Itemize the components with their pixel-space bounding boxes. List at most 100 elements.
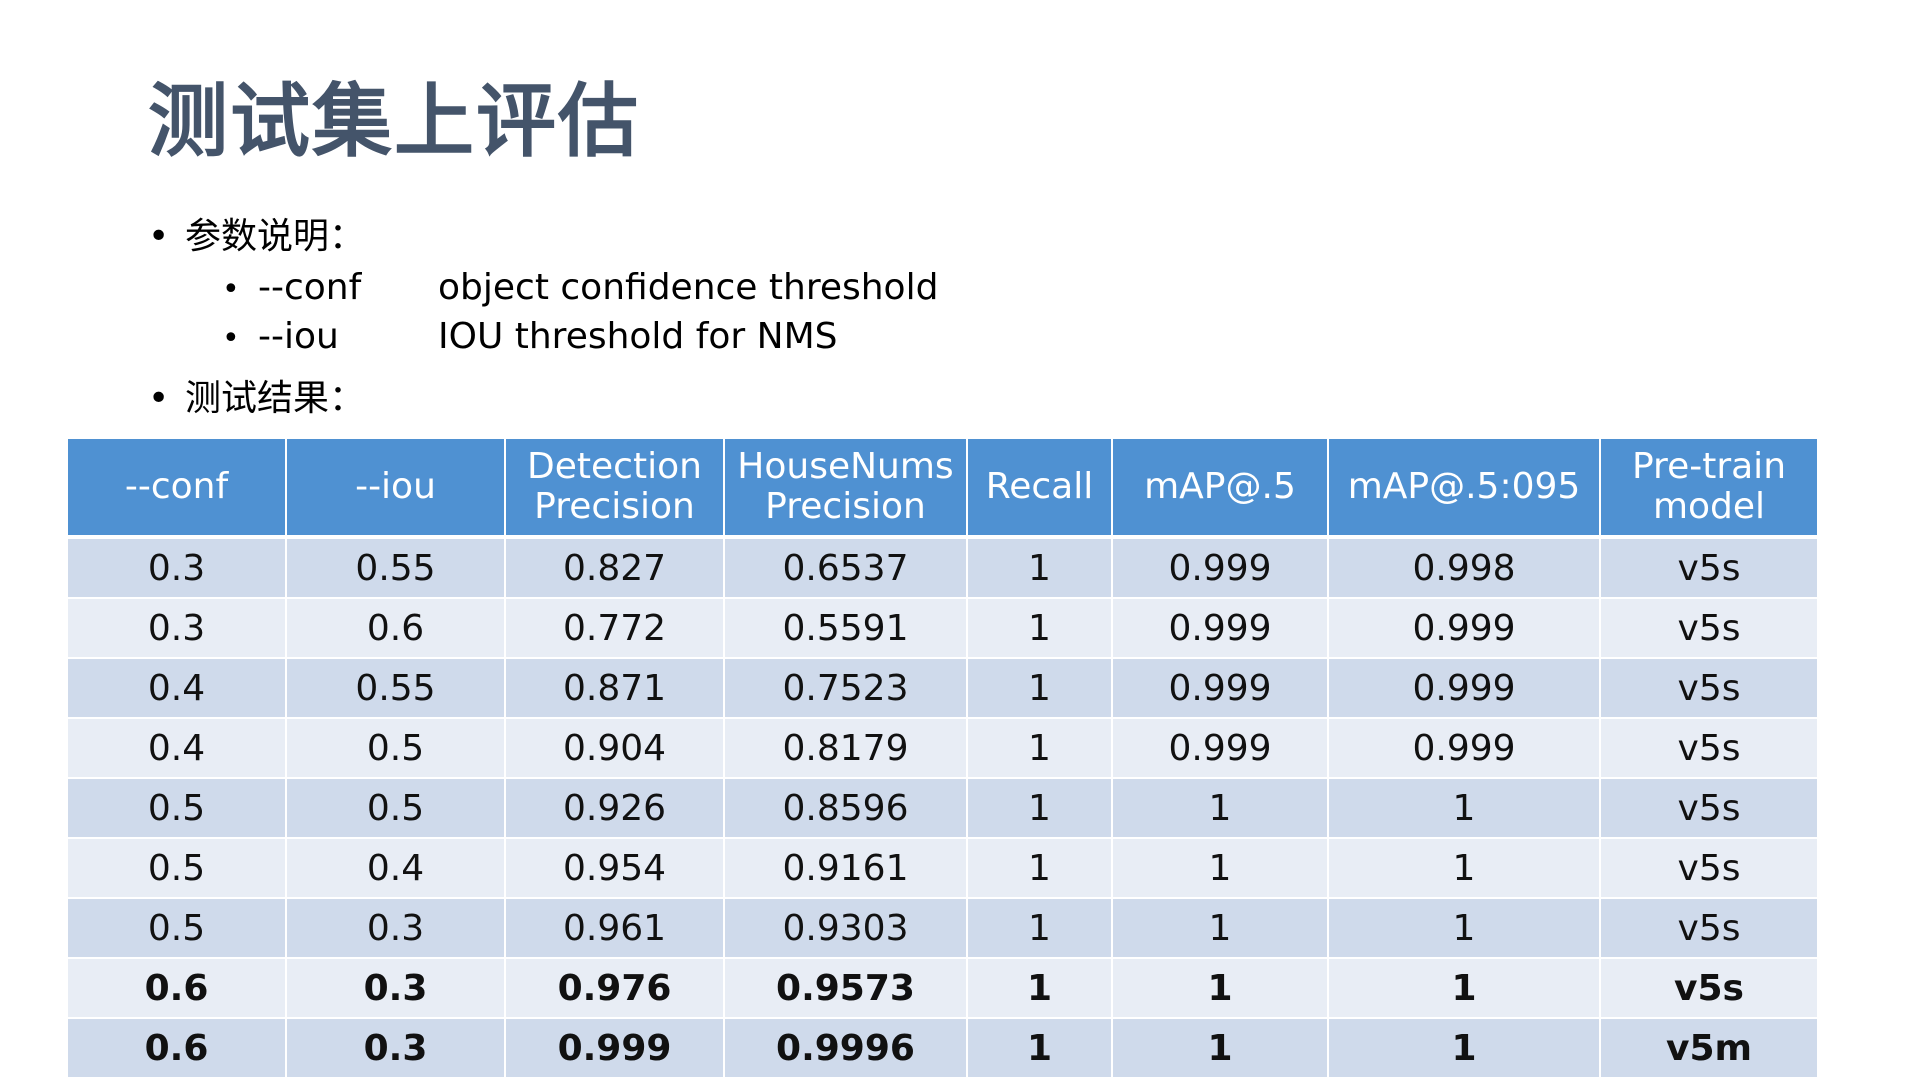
param-item-iou: • --iou IOU threshold for NMS — [222, 319, 838, 355]
table-cell: 0.3 — [285, 1017, 506, 1079]
column-header-text: --iou — [355, 466, 436, 508]
table-cell: 0.904 — [504, 717, 725, 779]
table-cell: 1 — [1327, 1017, 1601, 1079]
table-cell: 0.4 — [66, 657, 287, 719]
table-cell: 1 — [966, 837, 1113, 899]
column-header: Recall — [966, 437, 1113, 539]
column-header: mAP@.5 — [1111, 437, 1329, 539]
table-row: 0.4 0.5 0.904 0.8179 1 0.999 0.999 v5s — [66, 717, 1819, 779]
table-row: 0.5 0.4 0.954 0.9161 1 1 1 v5s — [66, 837, 1819, 899]
table-cell: 0.5 — [285, 717, 506, 779]
table-cell: v5s — [1599, 957, 1819, 1019]
table-cell: 0.55 — [285, 657, 506, 719]
table-cell: 0.55 — [285, 536, 506, 599]
table-cell: 0.5 — [285, 777, 506, 839]
table-cell: 1 — [1111, 777, 1329, 839]
table-cell: 1 — [1327, 957, 1601, 1019]
column-header: Pre-train model — [1599, 437, 1819, 539]
table-cell: v5m — [1599, 1017, 1819, 1079]
param-name: --iou — [258, 316, 339, 357]
column-header-text: Detection — [527, 446, 702, 488]
table-body: 0.3 0.55 0.827 0.6537 1 0.999 0.998 v5s 0.3 0.6 0.… — [66, 536, 1819, 1079]
table-cell: 1 — [1111, 897, 1329, 959]
table-row: 0.5 0.3 0.961 0.9303 1 1 1 v5s — [66, 897, 1819, 959]
column-header-text: model — [1652, 486, 1766, 527]
bullet-params: • 参数说明： — [148, 219, 365, 255]
table-cell: 0.961 — [504, 897, 725, 959]
table-cell: 0.3 — [66, 597, 287, 659]
column-header-text: Precision — [534, 486, 695, 527]
table-cell: 0.999 — [1327, 657, 1601, 719]
table-cell: 0.6537 — [723, 536, 968, 599]
table-cell: 0.5 — [66, 897, 287, 959]
table-cell: 1 — [1111, 837, 1329, 899]
column-header-text: mAP@.5:095 — [1347, 466, 1581, 508]
table-row: 0.3 0.6 0.772 0.5591 1 0.999 0.999 v5s — [66, 597, 1819, 659]
table-cell: 1 — [966, 657, 1113, 719]
table-cell: 0.5591 — [723, 597, 968, 659]
table-cell: 0.999 — [1327, 717, 1601, 779]
table-cell: 0.7523 — [723, 657, 968, 719]
column-header-text: mAP@.5 — [1144, 466, 1296, 508]
table-cell: 1 — [1111, 1017, 1329, 1079]
table-cell: 1 — [1327, 837, 1601, 899]
table-cell: 0.9161 — [723, 837, 968, 899]
bullet-results: • 测试结果： — [148, 381, 365, 417]
column-header: mAP@.5:095 — [1327, 437, 1601, 539]
table-cell: 0.9303 — [723, 897, 968, 959]
column-header-text: HouseNums — [737, 446, 954, 488]
table-cell: 0.8596 — [723, 777, 968, 839]
table-cell: v5s — [1599, 536, 1819, 599]
table-cell: 0.3 — [285, 897, 506, 959]
column-header-text: Pre-train — [1631, 446, 1787, 488]
param-desc: object confidence threshold — [438, 267, 939, 308]
bullet-dot: • — [222, 321, 240, 356]
bullet-dot: • — [148, 378, 170, 419]
table-row: 0.5 0.5 0.926 0.8596 1 1 1 v5s — [66, 777, 1819, 839]
table-cell: 1 — [966, 777, 1113, 839]
table-cell: v5s — [1599, 837, 1819, 899]
table-cell: 0.3 — [66, 536, 287, 599]
table-cell: 0.999 — [1327, 597, 1601, 659]
table-cell: 1 — [966, 897, 1113, 959]
column-header-text: Precision — [765, 486, 926, 527]
table-cell: 0.998 — [1327, 536, 1601, 599]
table-cell: 0.871 — [504, 657, 725, 719]
table-cell: 1 — [966, 717, 1113, 779]
table-cell: 0.6 — [285, 597, 506, 659]
table-cell: 0.772 — [504, 597, 725, 659]
column-header: Detection Precision — [504, 437, 725, 539]
table-cell: 1 — [1327, 777, 1601, 839]
table-cell: 0.999 — [504, 1017, 725, 1079]
table-row: 0.6 0.3 0.999 0.9996 1 1 1 v5m — [66, 1017, 1819, 1079]
column-header: --iou — [285, 437, 506, 539]
bullet-dot: • — [148, 216, 170, 257]
table-cell: 0.976 — [504, 957, 725, 1019]
table-cell: 0.5 — [66, 777, 287, 839]
table-cell: v5s — [1599, 717, 1819, 779]
slide-title: 测试集上评估 — [148, 75, 640, 168]
table-cell: 0.6 — [66, 1017, 287, 1079]
table-cell: 0.999 — [1111, 536, 1329, 599]
table-cell: v5s — [1599, 897, 1819, 959]
table-cell: 0.954 — [504, 837, 725, 899]
table-cell: 0.999 — [1111, 717, 1329, 779]
table-cell: 0.4 — [285, 837, 506, 899]
table-row: 0.4 0.55 0.871 0.7523 1 0.999 0.999 v5s — [66, 657, 1819, 719]
column-header-text: Recall — [985, 466, 1094, 508]
column-header: HouseNums Precision — [723, 437, 968, 539]
table-cell: v5s — [1599, 597, 1819, 659]
table-cell: 0.9573 — [723, 957, 968, 1019]
bullet-results-label: 测试结果： — [185, 378, 366, 419]
table-row: 0.3 0.55 0.827 0.6537 1 0.999 0.998 v5s — [66, 536, 1819, 599]
bullet-dot: • — [222, 272, 240, 307]
column-header-text: --conf — [124, 466, 229, 508]
table-cell: 1 — [966, 957, 1113, 1019]
param-item-conf: • --conf object confidence threshold — [222, 270, 938, 306]
table-cell: 0.926 — [504, 777, 725, 839]
table-cell: v5s — [1599, 657, 1819, 719]
table-cell: 0.827 — [504, 536, 725, 599]
table-cell: 1 — [1327, 897, 1601, 959]
table-cell: 0.999 — [1111, 657, 1329, 719]
table-cell: 0.5 — [66, 837, 287, 899]
